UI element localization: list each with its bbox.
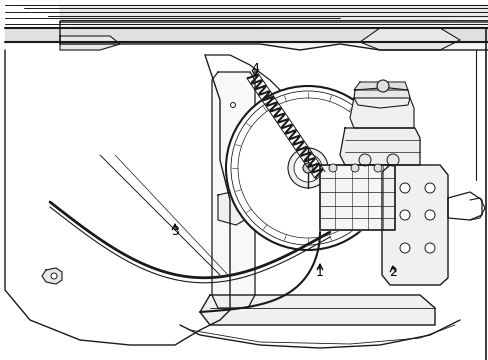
Circle shape xyxy=(424,183,434,193)
Circle shape xyxy=(51,273,57,279)
Circle shape xyxy=(293,154,321,182)
Polygon shape xyxy=(339,128,419,165)
Text: 1: 1 xyxy=(315,265,323,279)
Circle shape xyxy=(424,243,434,253)
Text: 3: 3 xyxy=(171,225,179,238)
Polygon shape xyxy=(359,28,459,50)
Polygon shape xyxy=(5,28,488,42)
Polygon shape xyxy=(218,190,247,225)
Circle shape xyxy=(225,86,389,250)
Polygon shape xyxy=(381,165,447,285)
Polygon shape xyxy=(319,165,394,230)
Circle shape xyxy=(373,164,381,172)
Polygon shape xyxy=(60,22,488,50)
Circle shape xyxy=(399,243,409,253)
Circle shape xyxy=(328,164,336,172)
Polygon shape xyxy=(60,5,488,22)
Polygon shape xyxy=(42,268,62,284)
Polygon shape xyxy=(212,72,254,308)
Circle shape xyxy=(287,148,327,188)
Polygon shape xyxy=(200,295,434,325)
Circle shape xyxy=(399,210,409,220)
Circle shape xyxy=(350,164,358,172)
Circle shape xyxy=(230,103,235,108)
Circle shape xyxy=(358,154,370,166)
Circle shape xyxy=(376,80,388,92)
Circle shape xyxy=(303,163,312,173)
Text: 4: 4 xyxy=(250,62,259,75)
Circle shape xyxy=(399,183,409,193)
Polygon shape xyxy=(60,36,120,50)
Text: 2: 2 xyxy=(388,265,396,279)
Polygon shape xyxy=(353,88,409,108)
Polygon shape xyxy=(349,98,413,128)
Circle shape xyxy=(386,154,398,166)
Polygon shape xyxy=(353,82,407,90)
Circle shape xyxy=(424,210,434,220)
